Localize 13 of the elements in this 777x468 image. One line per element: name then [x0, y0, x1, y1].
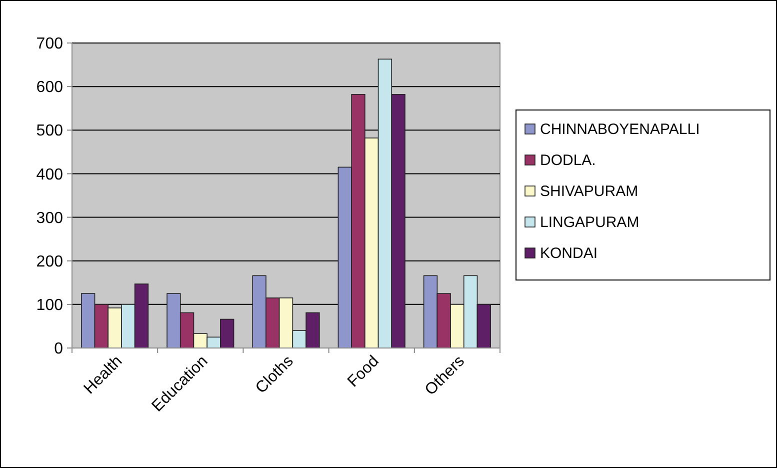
y-tick-label: 200	[36, 253, 64, 270]
legend-label: DODLA.	[540, 152, 596, 169]
y-tick-label: 600	[36, 79, 64, 96]
y-tick-label: 500	[36, 122, 64, 140]
y-tick-label: 400	[36, 166, 64, 184]
y-tick-label: 300	[36, 210, 64, 227]
y-tick-label: 700	[36, 36, 64, 53]
y-tick-label: 100	[36, 297, 64, 314]
y-tick-label: 0	[54, 340, 64, 358]
legend-label: KONDAI	[540, 245, 598, 262]
legend-label: LINGAPURAM	[540, 214, 640, 231]
legend-label: CHINNABOYENAPALLI	[540, 121, 700, 138]
legend-label: SHIVAPURAM	[540, 183, 638, 200]
